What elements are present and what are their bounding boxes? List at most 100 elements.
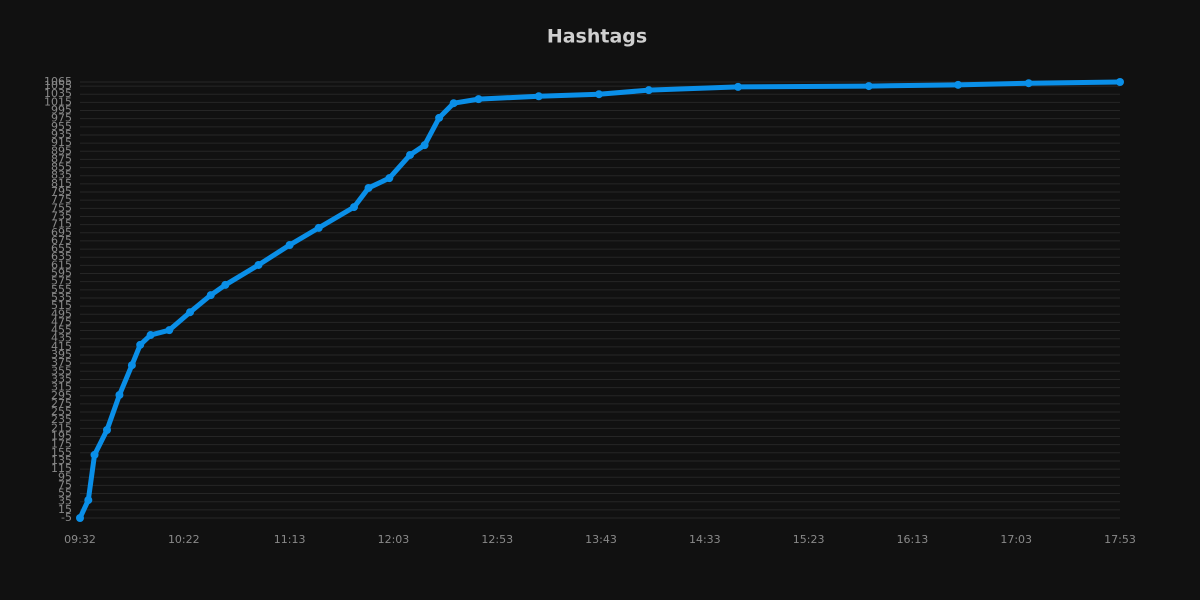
data-point [474, 95, 483, 104]
y-tick-label: 235 [51, 413, 72, 426]
data-point [350, 203, 359, 212]
y-tick-label: 115 [51, 462, 72, 475]
y-tick-label: 875 [51, 152, 72, 165]
y-tick-label: 695 [51, 226, 72, 239]
y-tick-label: 815 [51, 177, 72, 190]
data-point [84, 496, 93, 505]
data-point [364, 183, 373, 192]
y-tick-label: 555 [51, 283, 72, 296]
data-point [644, 86, 653, 95]
x-tick-label: 09:32 [64, 533, 96, 546]
x-tick-label: 11:13 [274, 533, 306, 546]
data-point [734, 82, 743, 91]
x-tick-label: 10:22 [168, 533, 200, 546]
data-point [420, 141, 429, 150]
x-tick-label: 14:33 [689, 533, 721, 546]
data-point [864, 82, 873, 91]
y-tick-label: 175 [51, 438, 72, 451]
y-tick-label: 635 [51, 250, 72, 263]
y-tick-label: 655 [51, 242, 72, 255]
y-tick-label: 735 [51, 209, 72, 222]
y-tick-label: 155 [51, 446, 72, 459]
x-tick-label: 17:03 [1000, 533, 1032, 546]
y-tick-label: 775 [51, 193, 72, 206]
y-tick-label: 935 [51, 128, 72, 141]
data-point [146, 331, 155, 340]
data-point [1024, 79, 1033, 88]
y-tick-label: 275 [51, 397, 72, 410]
y-tick-label: 575 [51, 275, 72, 288]
y-tick-label: 955 [51, 120, 72, 133]
data-point [449, 99, 458, 108]
y-tick-label: 895 [51, 144, 72, 157]
y-tick-label: 1015 [44, 95, 72, 108]
y-tick-label: 715 [51, 218, 72, 231]
data-point [76, 514, 84, 522]
data-point [1116, 78, 1124, 86]
chart-title: Hashtags [547, 26, 647, 48]
x-tick-label: 12:53 [481, 533, 513, 546]
y-tick-label: 415 [51, 340, 72, 353]
y-tick-label: 55 [58, 487, 72, 500]
y-tick-label: 1055 [44, 79, 72, 92]
y-tick-label: 1035 [44, 87, 72, 100]
y-tick-label: 255 [51, 405, 72, 418]
data-point [127, 361, 136, 370]
y-tick-label: 535 [51, 291, 72, 304]
x-tick-label: 17:53 [1104, 533, 1136, 546]
y-tick-label: 375 [51, 356, 72, 369]
y-tick-label: 395 [51, 348, 72, 361]
y-tick-label: 675 [51, 234, 72, 247]
y-tick-label: 295 [51, 389, 72, 402]
y-tick-label: 755 [51, 201, 72, 214]
x-tick-label: 15:23 [793, 533, 825, 546]
y-tick-label: -5 [61, 511, 72, 524]
y-tick-label: 835 [51, 169, 72, 182]
data-point [314, 223, 323, 232]
data-point [534, 92, 543, 101]
data-point [136, 340, 145, 349]
data-point [90, 450, 99, 459]
data-point [186, 308, 195, 317]
y-tick-label: 15 [58, 503, 72, 516]
y-tick-label: 595 [51, 267, 72, 280]
y-tick-label: 435 [51, 332, 72, 345]
y-tick-label: 1065 [44, 75, 72, 88]
y-tick-label: 75 [58, 478, 72, 491]
y-tick-label: 135 [51, 454, 72, 467]
y-tick-label: 995 [51, 104, 72, 117]
y-tick-label: 215 [51, 421, 72, 434]
y-tick-label: 195 [51, 430, 72, 443]
y-tick-label: 515 [51, 299, 72, 312]
y-tick-label: 315 [51, 381, 72, 394]
data-point [206, 291, 215, 300]
y-tick-label: 335 [51, 372, 72, 385]
data-point [385, 174, 394, 183]
y-tick-label: 455 [51, 324, 72, 337]
y-tick-label: 795 [51, 185, 72, 198]
data-point [165, 326, 174, 335]
y-tick-label: 855 [51, 161, 72, 174]
data-point [102, 425, 111, 434]
data-point [285, 240, 294, 249]
y-tick-label: 975 [51, 112, 72, 125]
data-point [435, 113, 444, 122]
y-tick-label: 915 [51, 136, 72, 149]
x-tick-label: 16:13 [897, 533, 929, 546]
y-tick-label: 615 [51, 258, 72, 271]
y-tick-label: 475 [51, 315, 72, 328]
data-point [254, 260, 263, 269]
y-tick-label: 35 [58, 495, 72, 508]
y-tick-label: 495 [51, 307, 72, 320]
x-tick-label: 12:03 [378, 533, 410, 546]
data-point [115, 390, 124, 399]
y-tick-label: 95 [58, 470, 72, 483]
data-point [406, 150, 415, 159]
y-tick-label: 355 [51, 364, 72, 377]
data-point [221, 280, 230, 289]
data-point [594, 90, 603, 99]
x-tick-label: 13:43 [585, 533, 617, 546]
data-point [954, 80, 963, 89]
